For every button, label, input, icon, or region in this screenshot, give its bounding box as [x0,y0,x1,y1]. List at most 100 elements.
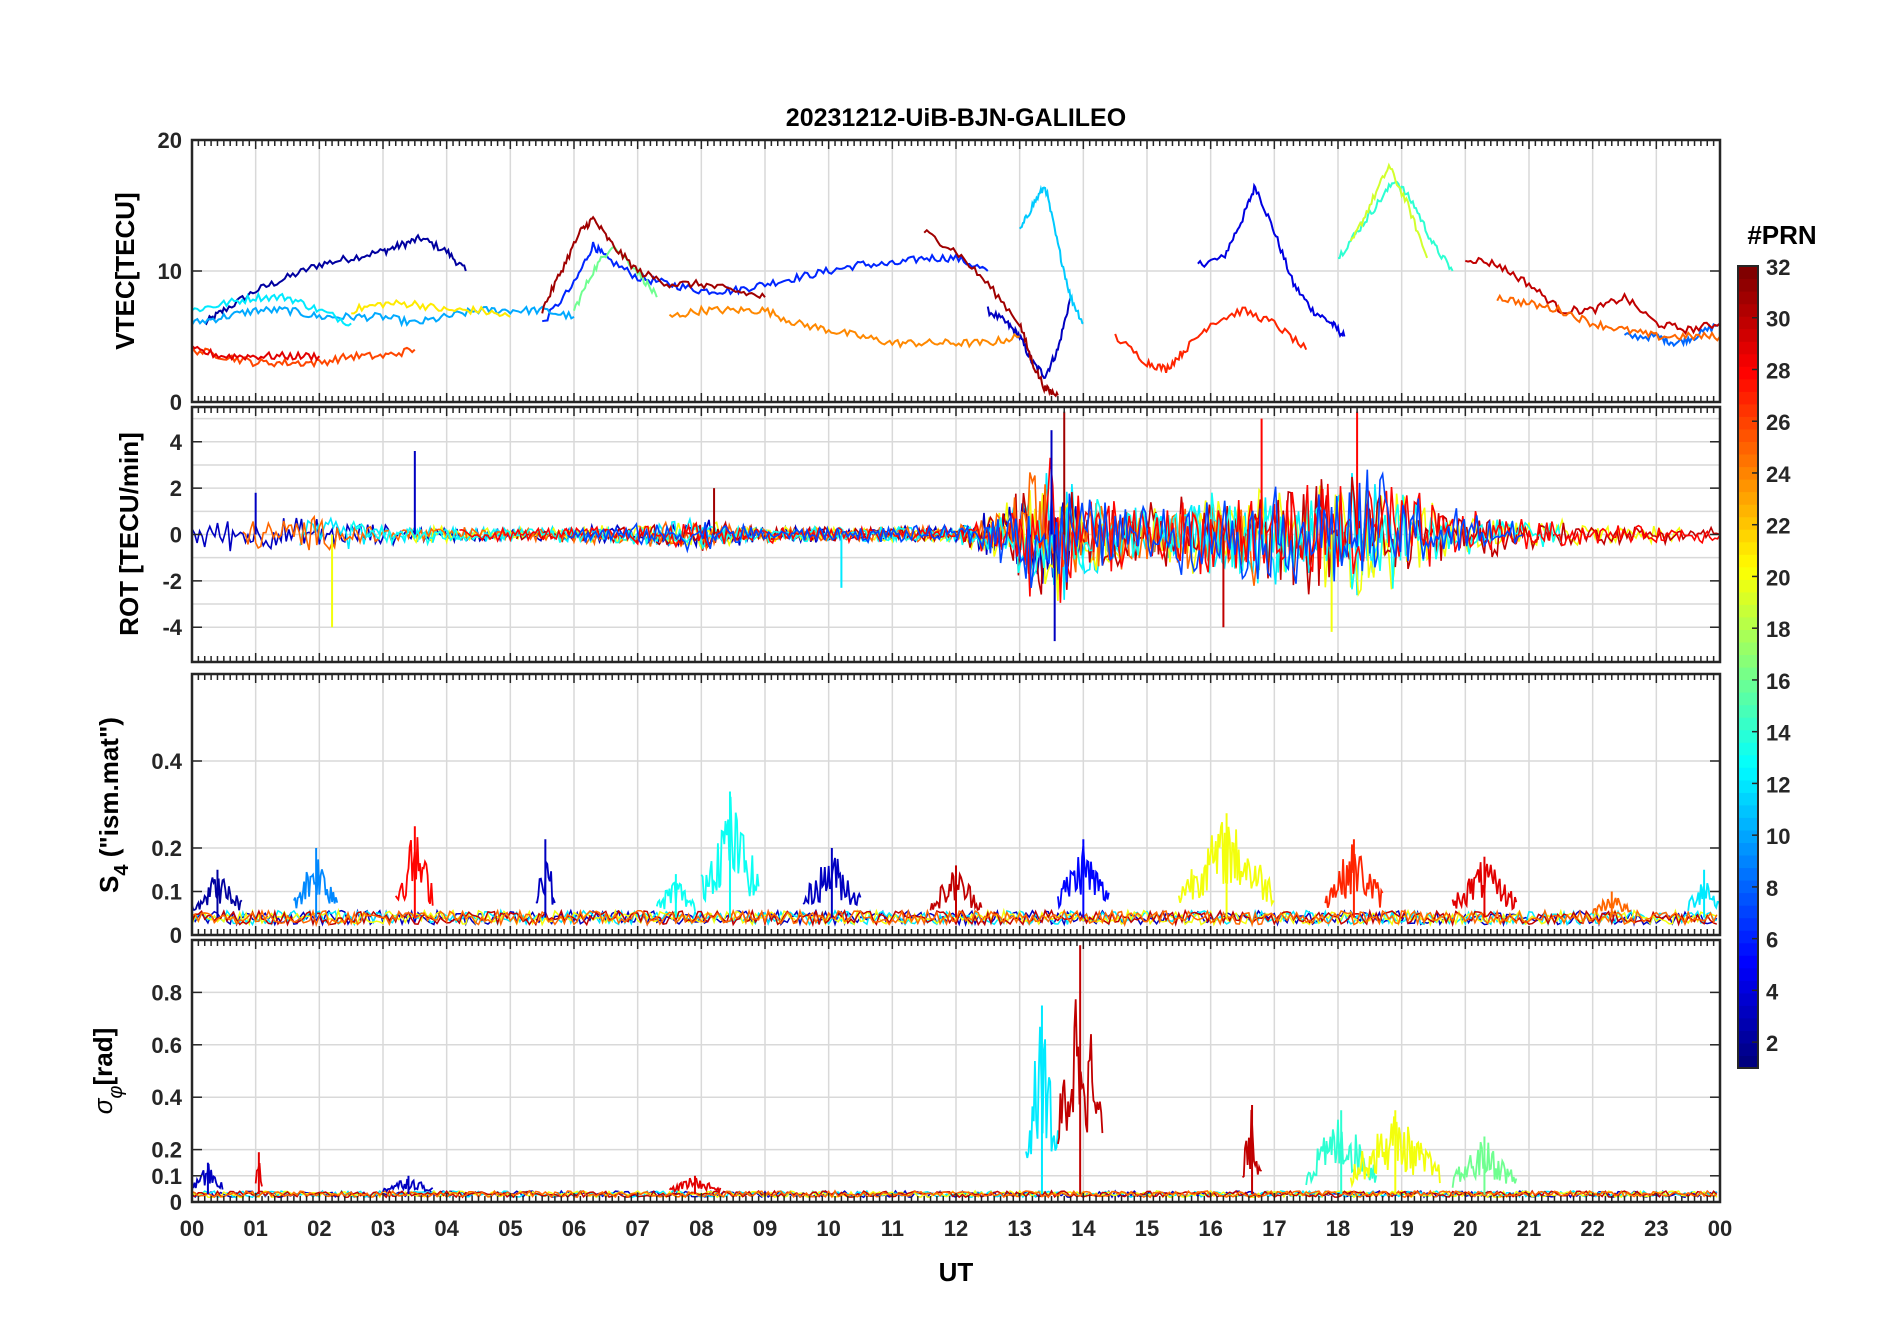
y-tick-label: 0 [170,1190,182,1215]
colorbar-swatch [1738,291,1758,305]
colorbar-frame [1737,265,1759,1069]
colorbar-swatch [1738,992,1758,1006]
colorbar-swatch [1738,591,1758,605]
colorbar-swatch [1738,428,1758,442]
y-tick-label: 0 [170,523,182,548]
x-axis-label: UT [939,1257,974,1287]
vtec-series-line [203,233,467,326]
x-tick-label: 01 [243,1216,267,1241]
x-tick-label: 09 [753,1216,777,1241]
ticks-s4: 0 0.1 0.2 0.4 [151,674,1721,948]
vtec-series-line [192,345,321,362]
ticks-rot: -4 -2 0 2 4 [162,407,1721,662]
ylabel-vtec: VTEC[TECU] [110,192,140,349]
y-tick-label: -2 [162,569,182,594]
colorbar-swatch [1738,829,1758,843]
colorbar-tick-label: 30 [1766,307,1790,332]
ylabel-sigma-rest: [rad] [88,1028,118,1086]
vtec-series-line [668,304,1020,349]
vtec-series-line [1349,162,1429,259]
grid-vtec [191,139,1721,403]
y-tick-label: 0.4 [151,1085,182,1110]
colorbar-swatch [1738,491,1758,505]
x-tick-label: 07 [625,1216,649,1241]
baseline-trace [192,907,1718,927]
colorbar-tick-label: 22 [1766,514,1790,539]
vtec-series-line [192,346,416,369]
colorbar-tick-label: 12 [1766,772,1790,797]
x-tick-label: 17 [1262,1216,1286,1241]
colorbar-swatch [1738,942,1758,956]
vtec-series-line [1496,293,1720,342]
colorbar-swatch [1738,278,1758,292]
colorbar-swatch [1738,604,1758,618]
vtec-series-line [1337,180,1454,272]
colorbar-tick-label: 16 [1766,669,1790,694]
series-s4 [192,791,1720,928]
x-tick-label: 08 [689,1216,713,1241]
colorbar-tick-label: 20 [1766,565,1790,590]
colorbar-swatch [1738,779,1758,793]
colorbar-swatch [1738,454,1758,468]
x-tick-label: 03 [371,1216,395,1241]
colorbar-swatch [1738,629,1758,643]
colorbar-swatch [1738,391,1758,405]
colorbar-swatch [1738,529,1758,543]
colorbar-swatch [1738,466,1758,480]
x-tick-label: 21 [1517,1216,1541,1241]
ylabel-sigma-base: σ [88,1097,118,1114]
colorbar-swatch [1738,266,1758,280]
rot-series-line [567,469,1523,588]
colorbar-swatch [1738,804,1758,818]
colorbar-swatch [1738,679,1758,693]
x-tick-label: 18 [1326,1216,1350,1241]
vtec-series-line [1623,322,1720,348]
colorbar-swatch [1738,667,1758,681]
vtec-series-line [351,299,511,318]
colorbar-swatch [1738,930,1758,944]
colorbar-swatch [1738,729,1758,743]
ylabel-sigma: σφ[rad] [88,1028,127,1115]
colorbar-swatch [1738,704,1758,718]
x-tick-label: 22 [1580,1216,1604,1241]
colorbar-swatch [1738,892,1758,906]
colorbar-swatch [1738,955,1758,969]
x-tick-label: 23 [1644,1216,1668,1241]
y-tick-label: 0.1 [151,880,182,905]
vtec-series-line [1197,182,1346,338]
colorbar-swatch [1738,842,1758,856]
colorbar-swatch [1738,303,1758,317]
x-tick-label: 12 [944,1216,968,1241]
colorbar-swatch [1738,554,1758,568]
colorbar-swatch [1738,1042,1758,1056]
colorbar-title: #PRN [1747,220,1816,250]
y-tick-label: 0.4 [151,749,182,774]
colorbar-swatch [1738,441,1758,455]
colorbar-swatch [1738,416,1758,430]
ylabel-s4-base: S [94,876,124,893]
y-tick-label: 4 [170,430,183,455]
ylabel-rot: ROT [TECU/min] [114,432,144,636]
colorbar-swatch [1738,880,1758,894]
y-tick-label: 0.1 [151,1164,182,1189]
vtec-series-line [573,245,658,311]
vtec-series-line [542,241,989,323]
y-tick-label: 0.2 [151,1138,182,1163]
colorbar-swatch [1738,855,1758,869]
colorbar-swatch [1738,516,1758,530]
colorbar-tick-label: 6 [1766,928,1778,953]
y-tick-label: 10 [158,259,182,284]
colorbar-swatch [1738,403,1758,417]
colorbar-swatch [1738,479,1758,493]
x-tick-label: 05 [498,1216,522,1241]
colorbar-swatch [1738,817,1758,831]
colorbar-swatch [1738,1055,1758,1069]
colorbar-swatch [1738,1030,1758,1044]
vtec-series-line [923,228,1059,398]
vtec-series-line [541,215,766,314]
colorbar-swatch [1738,366,1758,380]
ylabel-s4-rest: ("ism.mat") [94,717,124,864]
colorbar-swatch [1738,980,1758,994]
colorbar-swatch [1738,353,1758,367]
